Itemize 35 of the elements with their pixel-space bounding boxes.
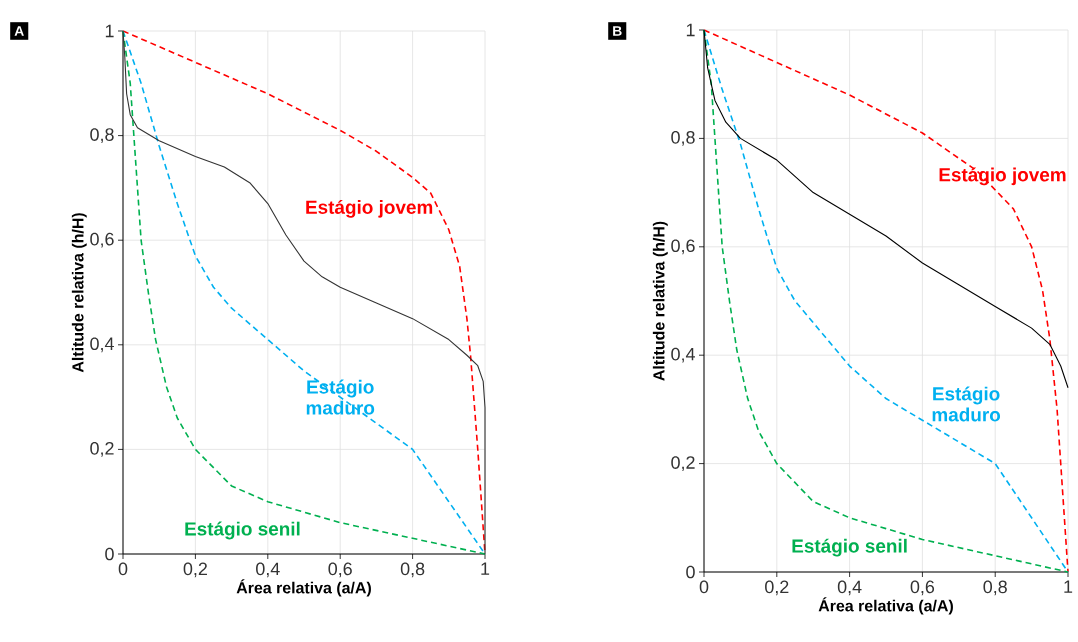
series-label: Estágio jovem (306, 199, 433, 218)
x-tick-label: 0,4 (256, 562, 280, 578)
y-tick-label: 0,4 (90, 337, 114, 353)
y-tick-label: 0,4 (671, 347, 695, 363)
y-axis-title: Altitude relativa (h/H) (652, 221, 668, 381)
y-tick-label: 0 (105, 547, 114, 561)
y-tick-label: 1 (686, 23, 695, 37)
x-tick-label: 0 (118, 562, 128, 576)
x-tick-label: 1 (1064, 580, 1073, 593)
y-tick-label: 0,6 (671, 239, 695, 255)
chart-title: B (613, 26, 622, 36)
y-axis-title: Altitude relativa (h/H) (71, 213, 87, 373)
x-tick-label: 0,4 (837, 580, 862, 596)
x-axis-title: Área relativa (a/A) (236, 579, 371, 597)
x-tick-label: 0,6 (328, 562, 352, 578)
series-label: Estágio jovem (939, 167, 1066, 186)
series-label: Estágio maduro (306, 379, 375, 415)
y-tick-label: 1 (105, 24, 114, 38)
x-tick-label: 0 (699, 580, 709, 594)
x-tick-label: 0,6 (910, 580, 935, 596)
x-tick-label: 0,8 (983, 580, 1007, 596)
chart-title: A (14, 26, 24, 36)
x-tick-label: 0,8 (400, 562, 425, 578)
x-tick-label: 0,2 (765, 580, 789, 596)
series-label: Estágio senil (185, 521, 300, 540)
y-tick-label: 0,6 (90, 232, 114, 248)
x-tick-label: 0,2 (183, 562, 207, 578)
x-tick-label: 1 (481, 562, 490, 575)
series-label: Estágio maduro (932, 386, 1001, 422)
y-tick-label: 0,2 (671, 456, 695, 472)
x-axis-title: Área relativa (a/A) (818, 597, 953, 615)
y-tick-label: 0,8 (671, 130, 695, 146)
series-label: Estágio senil (792, 538, 907, 557)
y-tick-label: 0,8 (90, 128, 114, 143)
y-tick-label: 0,2 (90, 441, 114, 457)
